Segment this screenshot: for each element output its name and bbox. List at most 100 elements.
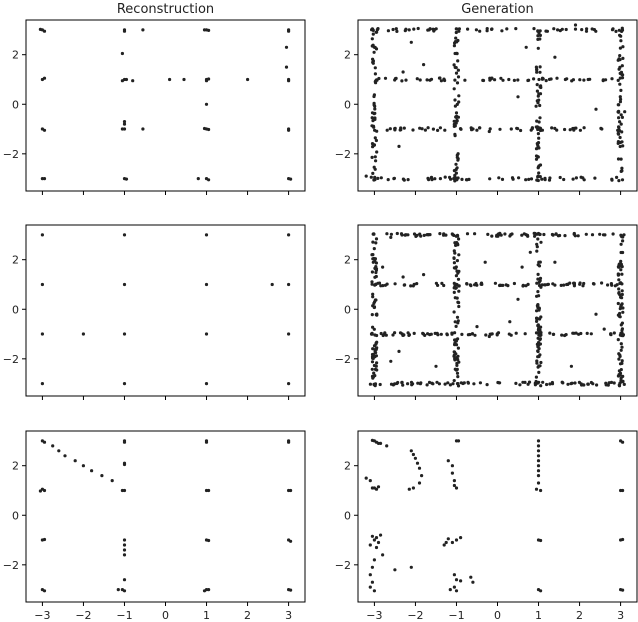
- data-point: [120, 488, 124, 493]
- data-point: [590, 233, 595, 237]
- data-point: [374, 159, 378, 163]
- data-point: [391, 333, 395, 337]
- data-point: [619, 157, 623, 161]
- data-point: [619, 342, 623, 346]
- data-point: [383, 331, 387, 335]
- data-point: [496, 380, 500, 385]
- data-point: [536, 290, 540, 294]
- data-point: [287, 282, 291, 287]
- data-point: [534, 487, 539, 491]
- data-point: [577, 380, 582, 384]
- data-point: [385, 232, 389, 236]
- data-point: [537, 327, 541, 331]
- data-point: [617, 369, 622, 373]
- data-point: [536, 454, 541, 458]
- data-point: [621, 250, 625, 255]
- data-point: [516, 95, 520, 99]
- data-point: [537, 77, 541, 82]
- data-point: [623, 110, 627, 114]
- data-point: [621, 488, 625, 493]
- data-point: [536, 272, 540, 276]
- data-point: [537, 354, 541, 359]
- data-point: [465, 232, 470, 236]
- data-point: [421, 332, 426, 336]
- data-point: [485, 27, 489, 31]
- data-point: [571, 177, 575, 181]
- data-point: [394, 27, 398, 31]
- data-point: [481, 78, 485, 82]
- data-point: [539, 360, 543, 365]
- data-point: [372, 486, 376, 490]
- data-point: [617, 67, 621, 71]
- data-point: [426, 332, 430, 336]
- data-point: [442, 232, 446, 236]
- data-point: [389, 235, 393, 239]
- data-point: [110, 479, 114, 483]
- x-tick-label: 1: [203, 609, 210, 622]
- data-point: [586, 382, 590, 386]
- data-point: [609, 333, 613, 337]
- data-point: [536, 277, 540, 281]
- data-point: [524, 284, 528, 288]
- data-point: [450, 540, 454, 545]
- data-point: [442, 543, 446, 547]
- data-point: [493, 281, 497, 285]
- data-point: [425, 233, 429, 237]
- data-point: [620, 333, 624, 338]
- data-point: [371, 260, 375, 264]
- data-point: [375, 312, 379, 316]
- data-point: [456, 115, 460, 119]
- data-point: [509, 127, 513, 131]
- y-tick-label: 2: [12, 49, 19, 62]
- data-point: [51, 444, 55, 448]
- panel-title: Generation: [461, 2, 534, 17]
- data-point: [411, 128, 415, 132]
- data-point: [40, 282, 45, 287]
- data-point: [564, 27, 568, 32]
- data-point: [450, 471, 454, 475]
- data-point: [617, 116, 621, 120]
- data-point: [616, 301, 620, 306]
- data-point: [452, 483, 456, 488]
- data-point: [402, 126, 406, 130]
- axes-frame: [25, 430, 306, 603]
- y-tick-label: 0: [12, 98, 19, 111]
- data-point: [539, 240, 543, 244]
- data-point: [601, 233, 606, 237]
- data-point: [617, 28, 621, 32]
- data-point: [543, 178, 547, 182]
- data-point: [453, 241, 457, 245]
- data-point: [428, 78, 432, 82]
- data-point: [570, 79, 574, 83]
- data-point: [539, 488, 543, 493]
- data-point: [40, 332, 45, 336]
- data-point: [374, 81, 378, 85]
- data-point: [436, 128, 440, 132]
- data-point: [551, 332, 556, 336]
- data-point: [536, 34, 540, 38]
- data-point: [394, 76, 398, 80]
- data-point: [594, 29, 598, 33]
- data-point: [582, 126, 586, 130]
- data-point: [418, 126, 422, 130]
- data-point: [370, 352, 375, 357]
- data-point: [457, 27, 461, 31]
- data-point: [246, 77, 250, 82]
- data-point: [454, 115, 458, 119]
- data-point: [498, 127, 502, 131]
- data-point: [553, 283, 557, 287]
- data-point: [535, 142, 539, 146]
- data-point: [483, 260, 487, 264]
- data-point: [370, 270, 374, 274]
- data-point: [472, 382, 476, 386]
- data-point: [204, 332, 209, 336]
- data-point: [538, 338, 542, 342]
- x-tick-label: −3: [34, 609, 50, 622]
- data-point: [534, 375, 539, 379]
- data-point: [621, 537, 625, 542]
- data-point: [370, 124, 374, 128]
- y-tick-label: −2: [3, 148, 19, 161]
- data-point: [535, 83, 539, 87]
- data-point: [182, 77, 186, 82]
- data-point: [535, 309, 539, 313]
